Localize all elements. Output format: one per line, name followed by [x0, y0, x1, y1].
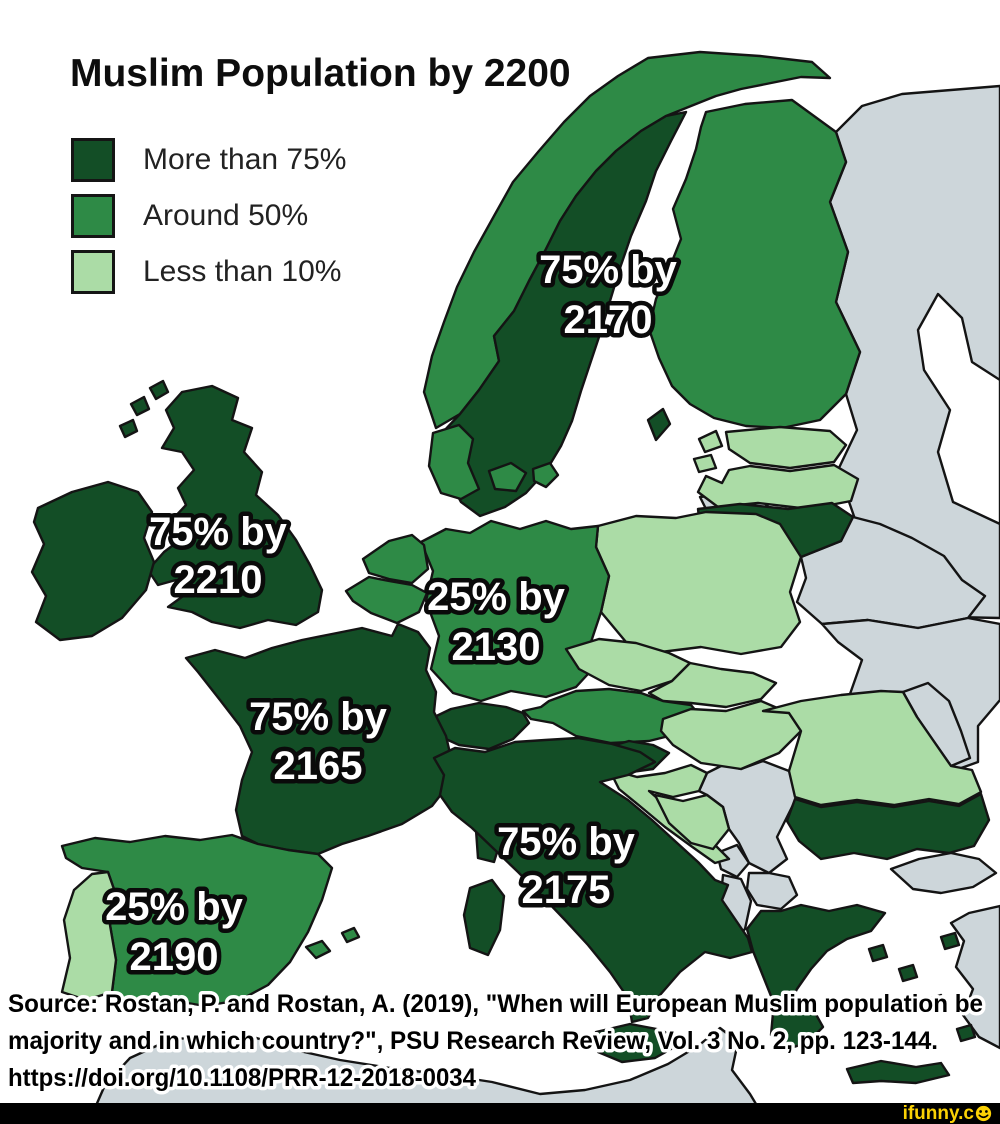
map-annotations: 75% by 2170 75% by 2210 25% by 2130 75% … [101, 244, 683, 984]
country-poland [594, 510, 803, 656]
legend-row-around50: Around 50% [71, 194, 346, 238]
country-latvia [696, 463, 860, 511]
island-mallorca [304, 939, 332, 960]
country-romania [761, 689, 983, 807]
island-sicily [594, 1022, 682, 1064]
island-gotland [646, 407, 672, 442]
country-estonia [724, 425, 848, 470]
annotation-scandinavia-line2: 2170 [564, 298, 653, 342]
source-line-1: Source: Rostan, P. and Rostan, A. (2019)… [8, 990, 983, 1018]
country-bosnia [653, 793, 731, 851]
smiley-face-icon [975, 1105, 992, 1122]
legend-label-more75: More than 75% [143, 143, 347, 176]
country-france [184, 622, 454, 856]
island-sardinia [462, 878, 506, 957]
title-block: Muslim Population by 2200 [70, 52, 571, 96]
legend-row-more75: More than 75% [71, 138, 347, 182]
legend-label-around50: Around 50% [143, 199, 309, 232]
legend-swatch-around50 [71, 194, 115, 238]
country-hungary [659, 699, 803, 771]
legend-label-less10: Less than 10% [143, 255, 342, 288]
scottish-island-1 [148, 379, 170, 401]
country-slovakia [647, 661, 778, 709]
island-hiiumaa [692, 453, 718, 474]
country-greece [745, 903, 887, 1011]
country-portugal [60, 870, 118, 1002]
source-citation: Source: Rostan, P. and Rostan, A. (2019)… [5, 987, 987, 1096]
aegean-island-2 [897, 963, 919, 983]
country-denmark [427, 423, 481, 501]
country-turkey-thrace [889, 851, 998, 895]
legend-swatch-more75 [71, 138, 115, 182]
annotation-france-line2: 2165 [274, 744, 363, 788]
country-uk [146, 384, 324, 630]
annotation-italy-line1: 75% by [497, 820, 636, 864]
country-italy [432, 736, 754, 1024]
watermark-text: ifunny.c [902, 1103, 974, 1124]
aegean-island-4 [955, 1023, 977, 1043]
annotation-germany-line2: 2130 [452, 625, 541, 669]
annotation-uk-line2: 2210 [174, 558, 263, 602]
island-menorca [340, 926, 361, 944]
legend-swatch-less10 [71, 250, 115, 294]
annotation-spain-line1: 25% by [105, 885, 244, 929]
annotation-spain-line2: 2190 [130, 935, 219, 979]
country-belgium [344, 575, 429, 625]
annotation-italy-line2: 2175 [522, 868, 611, 912]
country-bulgaria [785, 792, 991, 861]
white-sea-shape [916, 292, 1000, 526]
source-line-2: majority and in which country?", PSU Res… [8, 1027, 938, 1055]
region-north-africa [86, 1026, 770, 1124]
watermark: ifunny.c [903, 1103, 992, 1124]
country-finland [647, 98, 862, 430]
country-belarus [795, 515, 987, 630]
page-title: Muslim Population by 2200 [70, 52, 571, 95]
legend: More than 75% Around 50% Less than 10% [71, 138, 347, 308]
aegean-island-1 [867, 943, 889, 963]
scottish-island-3 [118, 418, 139, 439]
annotation-uk-line1: 75% by [149, 510, 288, 554]
country-north-macedonia [745, 871, 799, 911]
island-zealand [487, 461, 528, 493]
legend-row-less10: Less than 10% [71, 250, 346, 294]
country-turkey-anatolia [949, 904, 1000, 1050]
source-line-3: https://doi.org/10.1108/PRR-12-2018-0034 [8, 1064, 476, 1092]
country-montenegro [715, 843, 751, 879]
region-peloponnese [769, 1001, 825, 1051]
scottish-island-2 [129, 395, 151, 417]
island-crete [845, 1059, 951, 1085]
aegean-island-5 [939, 931, 961, 951]
annotation-germany-line1: 25% by [427, 575, 566, 619]
annotation-france-line1: 75% by [249, 695, 388, 739]
island-saaremaa [697, 429, 724, 454]
country-switzerland [424, 701, 531, 751]
aegean-island-3 [927, 993, 947, 1012]
watermark-bar: ifunny.c [0, 1103, 1000, 1124]
annotation-scandinavia-line1: 75% by [539, 248, 678, 292]
country-netherlands [361, 533, 430, 585]
country-ireland [30, 480, 156, 642]
island-funen [531, 461, 560, 489]
